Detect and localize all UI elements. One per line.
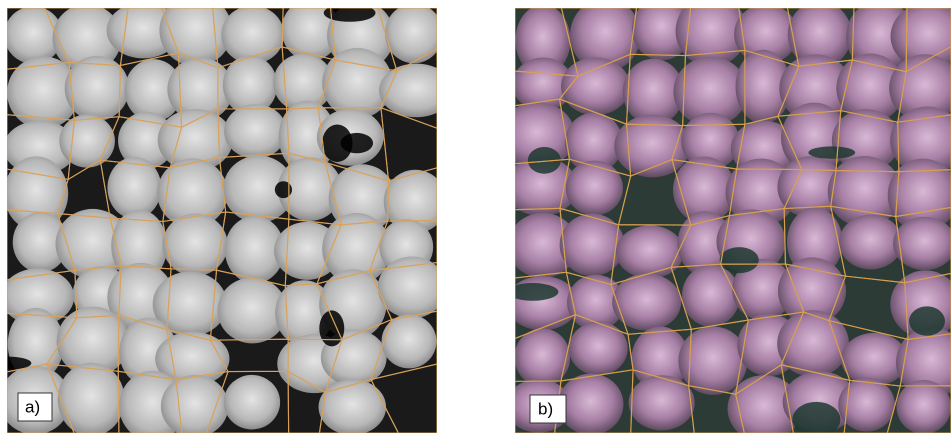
label-b: b) (530, 395, 566, 423)
tree-crown (221, 6, 284, 64)
tree-crown (385, 4, 443, 64)
tree-crown (839, 215, 902, 270)
tree-crown (224, 104, 287, 158)
tree-crown (558, 374, 623, 433)
gap (720, 247, 759, 273)
page: a) b) (() => { const data = JSON.parse(d… (0, 0, 951, 433)
panel-b (499, 0, 951, 433)
gap (808, 146, 855, 158)
tree-crown (629, 375, 695, 430)
label-a: a) (18, 393, 52, 421)
tree-crown (58, 363, 125, 433)
tree-crown (561, 57, 630, 115)
tree-crown (382, 314, 437, 368)
tree-crown (616, 225, 684, 278)
tree-crown (379, 64, 453, 118)
tree-crown (560, 214, 625, 277)
panel-label: a) (25, 397, 40, 416)
panel-a (0, 0, 453, 433)
tree-crown (59, 114, 115, 167)
gap (909, 306, 945, 335)
gap (341, 133, 374, 153)
gap (507, 283, 558, 301)
tree-crown (612, 274, 681, 331)
tree-crown (162, 214, 227, 277)
tree-crown (224, 375, 280, 430)
tree-crown (682, 265, 740, 327)
tree-crown (896, 380, 951, 433)
figure: a) b) (0, 0, 951, 433)
tree-crown (777, 310, 849, 377)
tree-crown (569, 322, 628, 376)
tree-crown (566, 161, 623, 216)
tree-crown (319, 379, 387, 433)
panel-label: b) (538, 399, 553, 418)
